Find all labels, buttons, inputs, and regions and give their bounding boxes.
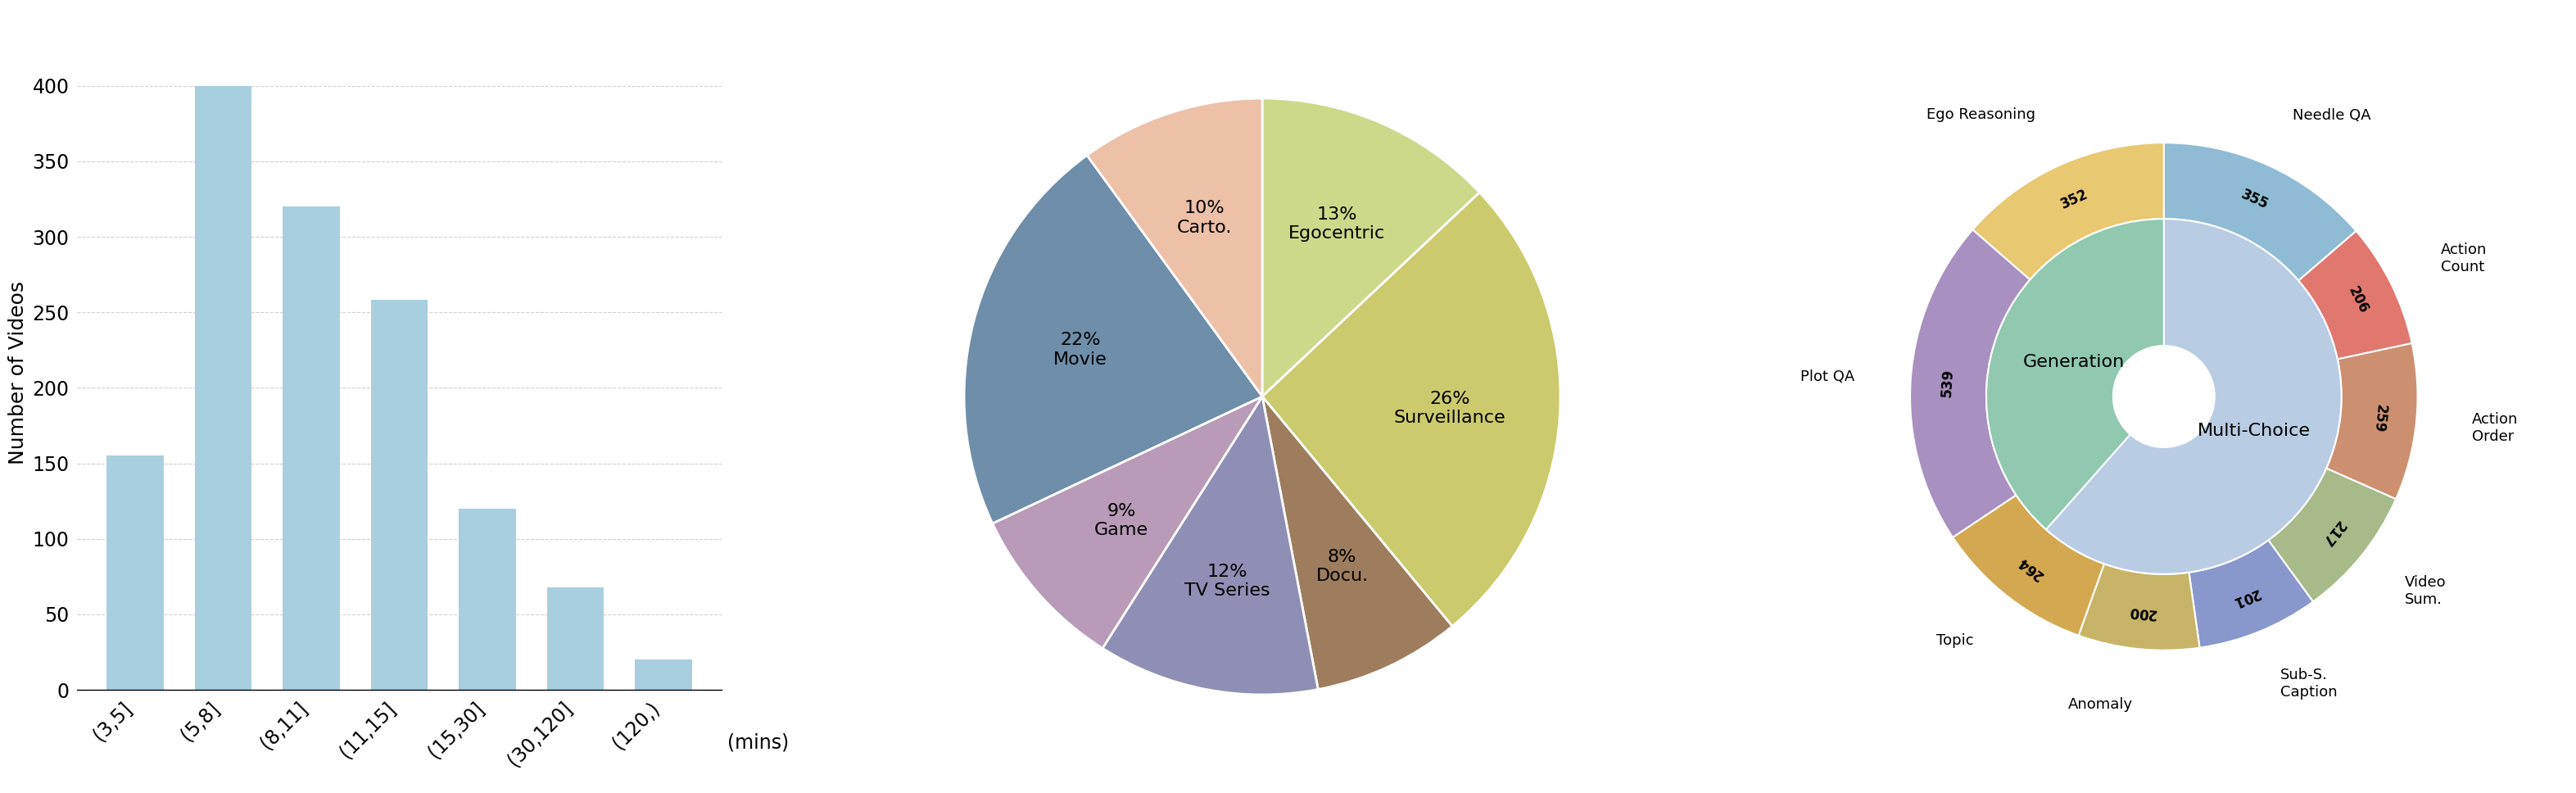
Text: 22%
Movie: 22% Movie — [1054, 332, 1108, 367]
Wedge shape — [1986, 219, 2164, 530]
Wedge shape — [992, 396, 1262, 648]
Text: (mins): (mins) — [726, 734, 788, 753]
Wedge shape — [1262, 193, 1561, 626]
Text: Topic: Topic — [1937, 633, 1973, 648]
Text: 8%
Docu.: 8% Docu. — [1316, 549, 1368, 584]
Text: 26%
Surveillance: 26% Surveillance — [1394, 391, 1504, 426]
Wedge shape — [1087, 98, 1262, 396]
Wedge shape — [963, 155, 1262, 523]
Wedge shape — [1973, 143, 2164, 280]
Wedge shape — [1262, 396, 1453, 689]
Text: 10%
Carto.: 10% Carto. — [1177, 200, 1231, 236]
Wedge shape — [2269, 469, 2396, 602]
Text: 264: 264 — [2014, 553, 2045, 582]
Bar — [546, 587, 603, 690]
Text: 259: 259 — [2370, 404, 2388, 434]
Wedge shape — [2079, 564, 2200, 650]
Text: 200: 200 — [2128, 603, 2156, 621]
Text: 352: 352 — [2058, 186, 2089, 212]
Bar — [283, 206, 340, 690]
Text: 12%
TV Series: 12% TV Series — [1185, 563, 1270, 599]
Wedge shape — [1103, 396, 1319, 695]
Bar — [106, 456, 165, 690]
Bar — [459, 508, 515, 690]
Text: Anomaly: Anomaly — [2069, 697, 2133, 712]
Bar — [634, 660, 693, 690]
Text: 217: 217 — [2318, 517, 2347, 549]
Text: 355: 355 — [2239, 186, 2269, 212]
Text: Video
Sum.: Video Sum. — [2406, 575, 2447, 607]
Wedge shape — [2190, 540, 2313, 648]
Wedge shape — [2298, 231, 2411, 359]
Wedge shape — [2326, 343, 2416, 499]
Text: Generation: Generation — [2022, 354, 2125, 370]
Y-axis label: Number of Videos: Number of Videos — [8, 281, 28, 465]
Wedge shape — [1953, 495, 2105, 635]
Text: 539: 539 — [1940, 368, 1955, 397]
Wedge shape — [1911, 230, 2030, 538]
Text: Action
Count: Action Count — [2442, 243, 2488, 274]
Text: 201: 201 — [2228, 585, 2262, 610]
Wedge shape — [2164, 143, 2357, 281]
Wedge shape — [1262, 98, 1479, 396]
Text: Action
Order: Action Order — [2473, 412, 2517, 444]
Bar — [196, 86, 252, 690]
Text: 13%
Egocentric: 13% Egocentric — [1288, 206, 1386, 242]
Text: Needle QA: Needle QA — [2293, 108, 2372, 122]
Text: Multi-Choice: Multi-Choice — [2197, 423, 2311, 439]
Text: 9%
Game: 9% Game — [1095, 503, 1149, 538]
Text: 206: 206 — [2344, 284, 2370, 316]
Wedge shape — [2045, 219, 2342, 574]
Bar — [371, 301, 428, 690]
Text: Plot QA: Plot QA — [1801, 369, 1855, 384]
Text: Sub-S.
Caption: Sub-S. Caption — [2280, 668, 2336, 699]
Text: Ego Reasoning: Ego Reasoning — [1927, 107, 2035, 122]
